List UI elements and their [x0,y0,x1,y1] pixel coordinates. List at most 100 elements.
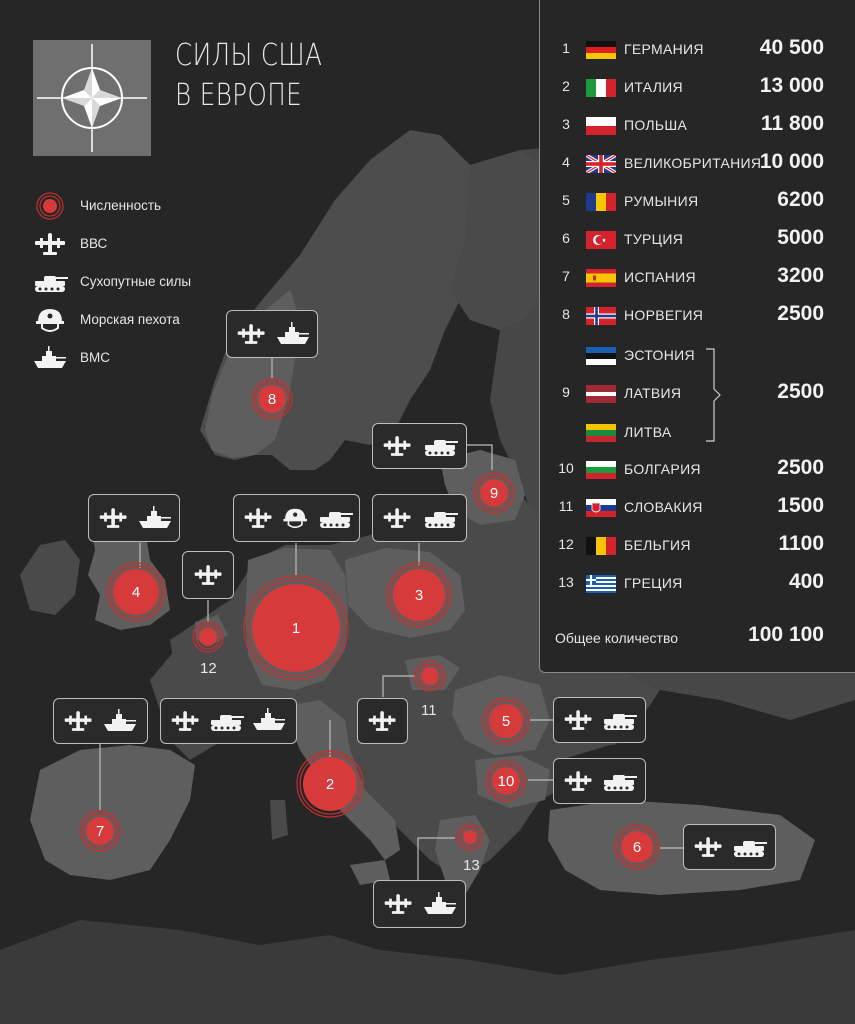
ranking-panel: 1 ГЕРМАНИЯ 40 500 2 ИТАЛИЯ 13 000 3 ПОЛЬ… [539,0,855,673]
baltics-bracket-icon [706,348,721,442]
sardinia-land [270,800,288,840]
marine-helmet-icon [36,309,64,332]
country-row: 11 СЛОВАКИЯ 1500 [540,488,855,526]
country-name: ГРЕЦИЯ [624,575,683,591]
tank-icon [35,276,68,292]
air-force-plane-icon [99,508,127,528]
country-rank: 12 [558,536,574,552]
nato-compass-icon [37,44,147,152]
turkey-flag-icon [586,231,616,249]
country-name: НОРВЕГИЯ [624,307,704,323]
country-name: БЕЛЬГИЯ [624,537,691,553]
marker-uk: 4 [106,562,166,622]
callout-baltics [372,423,467,469]
country-row: 1 ГЕРМАНИЯ 40 500 [540,30,855,68]
callout-poland [372,494,467,542]
callout-italy [160,698,297,744]
marker-number: 6 [632,838,642,856]
belgium-flag-icon [586,537,616,555]
strength-circle-icon [36,192,64,220]
air-force-plane-icon [564,710,592,730]
air-force-plane-icon [171,711,199,731]
callout-germany [233,494,360,542]
air-force-plane-icon [368,711,396,731]
country-value: 11 800 [760,112,824,135]
germany-flag-icon [586,41,616,59]
country-rank: 7 [562,268,570,284]
legend-item-air-force: ВВС [32,230,212,258]
legend-item-marines: Морская пехота [32,306,212,334]
country-name: СЛОВАКИЯ [624,499,703,515]
tank-icon [604,775,637,791]
legend-label-ground: Сухопутные силы [80,274,192,289]
title-line-1: СИЛЫ США [175,38,323,73]
navy-ship-icon [424,892,456,914]
country-value: 5000 [777,226,824,249]
marker-belgium [192,621,224,653]
poland-flag-icon [586,117,616,135]
marker-number: 3 [414,586,424,604]
country-row: 12 БЕЛЬГИЯ 1100 [540,526,855,564]
tank-icon [425,440,458,456]
title-line-2: В ЕВРОПЕ [175,78,303,113]
country-rank: 4 [562,154,570,170]
marker-germany: 1 [243,575,349,681]
marker-spain: 7 [79,810,121,852]
navy-ship-icon [104,709,136,731]
country-row: 6 ТУРЦИЯ 5000 [540,220,855,258]
country-row: 7 ИСПАНИЯ 3200 [540,258,855,296]
page-title: СИЛЫ США В ЕВРОПЕ [175,36,322,116]
legend-item-strength: Численность [32,192,212,220]
country-rank: 1 [562,40,570,56]
country-rank: 8 [562,306,570,322]
callout-romania [553,697,646,743]
marker-number: 7 [95,822,105,840]
north-africa-land [0,920,855,1024]
country-value: 1500 [777,494,824,517]
tank-icon [734,841,767,857]
country-row: 9 ЛАТВИЯ 2500 [540,374,855,412]
total-label: Общее количество [555,630,679,646]
air-force-plane-icon [564,771,592,791]
marker-italy: 2 [296,750,364,818]
nato-logo [33,40,151,156]
country-row: 3 ПОЛЬША 11 800 [540,106,855,144]
country-row: 2 ИТАЛИЯ 13 000 [540,68,855,106]
marker-number: 2 [325,775,335,793]
marker-label-belgium: 12 [200,660,217,677]
callout-turkey [683,824,776,870]
country-value: 10 000 [759,150,824,173]
navy-ship-icon [139,506,171,528]
navy-ship-icon [277,322,309,344]
callout-connectors [99,358,683,880]
country-value: 2500 [777,456,824,479]
legend-label-marines: Морская пехота [80,312,180,327]
marker-romania: 5 [482,697,530,745]
marker-number: 10 [497,772,515,790]
legend-item-ground: Сухопутные силы [32,268,212,296]
callout-slovakia [357,698,408,744]
country-name: ГЕРМАНИЯ [624,41,704,57]
country-name: ТУРЦИЯ [624,231,684,247]
spain-flag-icon [586,269,616,287]
air-force-plane-icon [237,324,265,344]
callout-uk [88,494,180,542]
slovakia-flag-icon [586,499,616,517]
marker-slovakia [414,660,446,692]
tank-icon [604,714,637,730]
navy-ship-icon [34,346,66,368]
country-value: 13 000 [759,74,824,97]
greece-flag-icon [586,575,616,593]
marker-norway: 8 [251,378,293,420]
marker-number: 4 [131,583,141,601]
country-value: 3200 [777,264,824,287]
air-force-plane-icon [383,508,411,528]
iberia-land [30,745,195,880]
country-name: ИСПАНИЯ [624,269,696,285]
marker-baltics: 9 [473,472,515,514]
country-rank: 13 [558,574,574,590]
callout-spain [53,698,148,744]
marker-label-greece: 13 [463,857,480,874]
country-value: 1100 [778,532,824,555]
legend-label-strength: Численность [80,198,162,213]
